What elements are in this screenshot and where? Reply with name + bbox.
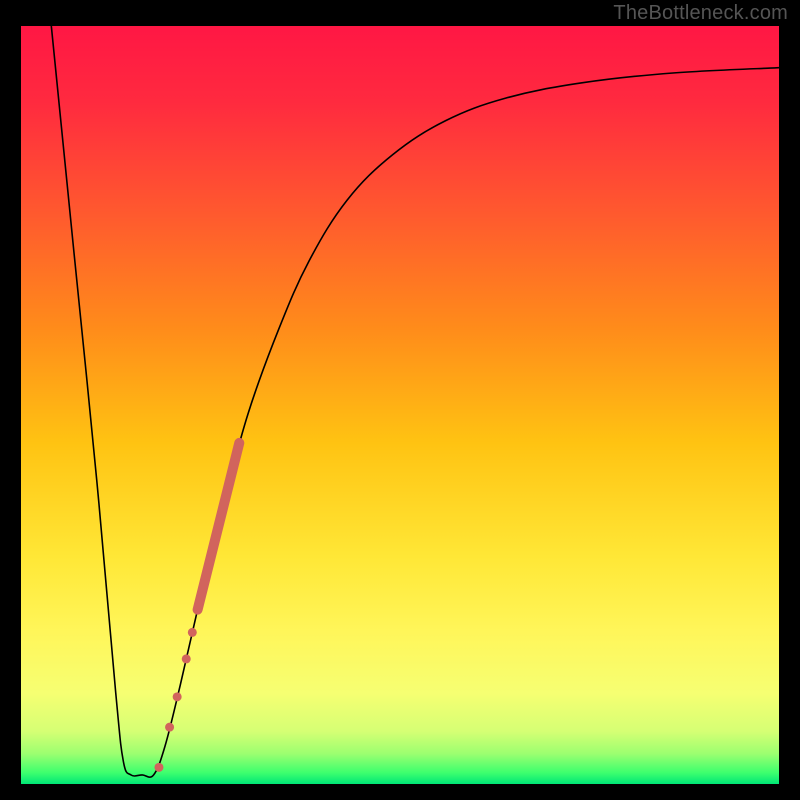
data-markers: [154, 443, 239, 772]
curve-overlay: [21, 26, 779, 784]
marker-dot: [188, 628, 197, 637]
plot-area: [21, 26, 779, 784]
marker-dot: [165, 723, 174, 732]
marker-dot: [173, 692, 182, 701]
bottleneck-curve: [51, 26, 779, 777]
marker-thick-segment: [198, 443, 240, 610]
marker-dot: [182, 654, 191, 663]
marker-dot: [154, 763, 163, 772]
chart-root: TheBottleneck.com: [0, 0, 800, 800]
attribution-label: TheBottleneck.com: [613, 2, 788, 25]
